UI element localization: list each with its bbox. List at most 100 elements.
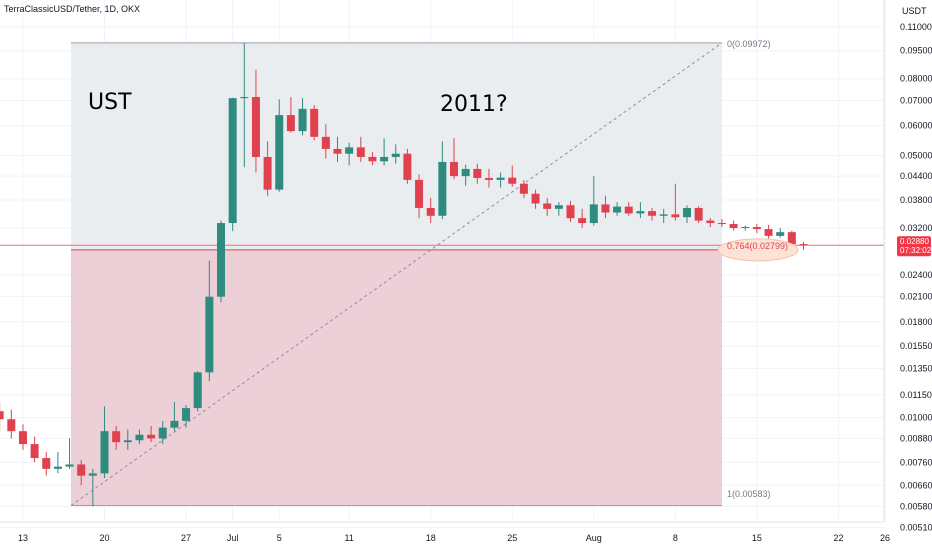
candle-body — [752, 227, 761, 230]
candle — [519, 179, 528, 198]
price-tick-label: 0.07000 — [900, 95, 932, 105]
time-tick-label: 22 — [833, 533, 843, 543]
candle — [601, 195, 610, 219]
candle — [135, 429, 144, 445]
candle — [554, 202, 563, 216]
candle-body — [182, 408, 191, 421]
candle-body — [624, 206, 633, 214]
candle-body — [217, 223, 225, 297]
price-tick-label: 0.00510 — [900, 522, 932, 532]
candle — [659, 208, 668, 224]
candle-body — [741, 227, 750, 229]
price-tick-label: 0.02100 — [900, 292, 932, 302]
candle-body — [636, 211, 645, 214]
price-tick-label: 0.00580 — [900, 501, 932, 511]
candle — [42, 451, 51, 476]
candle — [182, 405, 191, 428]
candle-body — [30, 444, 39, 459]
candle-body — [659, 214, 668, 216]
candle — [0, 402, 4, 432]
candle — [275, 99, 284, 192]
price-axis[interactable]: 0.11000 0.09500 0.08000 0.07000 0.06000 0.050… — [900, 22, 932, 532]
candle-body — [205, 296, 214, 373]
candle — [65, 438, 74, 469]
candle-body — [519, 183, 528, 194]
candle — [426, 197, 435, 224]
candle-body — [53, 466, 62, 469]
candle-body — [450, 161, 458, 177]
candle — [613, 202, 622, 216]
candle — [473, 163, 482, 184]
candle — [543, 197, 552, 216]
candle-body — [717, 223, 726, 225]
current-price-value: 0.02880 — [900, 237, 929, 246]
candle-body — [473, 168, 482, 179]
candle — [391, 144, 400, 164]
candle — [508, 165, 517, 187]
price-tick-label: 0.09500 — [900, 46, 932, 56]
candle — [321, 124, 330, 159]
candle — [403, 148, 412, 184]
candle — [380, 138, 389, 166]
candle — [205, 260, 214, 382]
time-tick-label: 11 — [344, 533, 353, 543]
candle-body — [787, 232, 796, 245]
price-tick-label: 0.00880 — [900, 433, 932, 443]
time-axis[interactable]: 13 20 27 Jul 5 11 18 25 Aug 8 15 22 26 — [18, 533, 890, 543]
candle — [263, 141, 272, 196]
candle-body — [368, 156, 377, 162]
candle-body — [170, 420, 179, 428]
fib-trend-line[interactable] — [70, 42, 723, 506]
candle — [158, 420, 167, 445]
price-tick-label: 0.03200 — [900, 223, 932, 233]
candle — [251, 69, 260, 173]
candle — [30, 436, 39, 463]
candle-body — [764, 229, 773, 236]
candle-body — [683, 207, 691, 218]
candle — [578, 208, 587, 229]
candle-body — [729, 224, 738, 229]
candle-body — [578, 218, 587, 224]
candle — [566, 200, 575, 223]
candle — [741, 225, 750, 231]
candle — [683, 205, 691, 224]
candle-body — [158, 427, 167, 439]
candle — [240, 42, 249, 168]
candle — [217, 220, 225, 303]
candle-body — [100, 431, 109, 474]
candle-body — [415, 179, 424, 208]
candle — [88, 468, 97, 507]
candle-body — [18, 431, 27, 445]
price-tick-label: 0.02400 — [900, 270, 932, 280]
candle — [147, 425, 156, 443]
candle-body — [613, 206, 622, 213]
annotation-2011[interactable]: 2011? — [440, 92, 508, 117]
fib-0764-highlight — [717, 238, 799, 262]
candle-body — [694, 207, 703, 221]
candle-body — [147, 434, 156, 439]
fib-bottom-label: 1(0.00583) — [727, 489, 771, 499]
symbol-title: TerraClassicUSD/Tether, 1D, OKX — [4, 4, 140, 14]
candle-body — [589, 204, 598, 224]
time-tick-label: 8 — [673, 533, 678, 543]
fib-lower-zone — [71, 249, 722, 506]
candle — [53, 451, 62, 474]
candle-body — [601, 204, 610, 213]
candle — [228, 97, 237, 232]
candle-body — [275, 115, 284, 190]
candle-body — [333, 148, 342, 154]
candle-body — [263, 156, 272, 190]
time-tick-label: 26 — [880, 533, 890, 543]
candle-body — [706, 220, 715, 224]
candle-body — [799, 244, 808, 246]
candle-body — [345, 147, 354, 154]
candle — [729, 220, 738, 231]
candle-body — [391, 153, 400, 157]
candle — [100, 406, 109, 479]
annotation-ust[interactable]: UST — [88, 90, 132, 115]
candle — [356, 136, 365, 162]
candle — [706, 218, 715, 228]
candle-body — [193, 372, 202, 409]
candle — [193, 371, 202, 412]
